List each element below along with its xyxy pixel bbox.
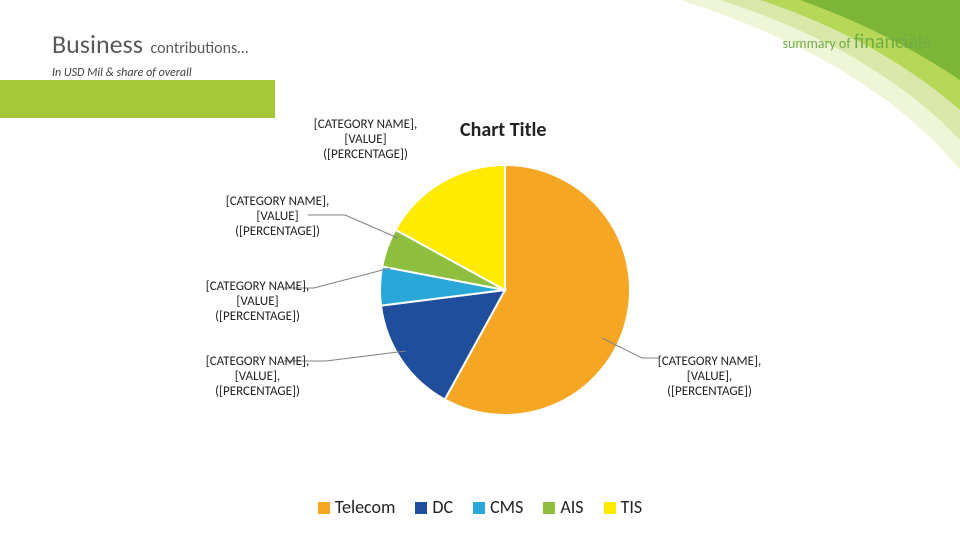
legend-label: CMS: [490, 496, 523, 518]
title-sub: contributions…: [151, 39, 249, 58]
chart-area: Chart Title [CATEGORY NAME], [VALUE], ([…: [240, 110, 720, 480]
legend-swatch: [604, 502, 616, 514]
pie-chart: [380, 165, 630, 415]
legend-item-cms: CMS: [473, 496, 523, 518]
legend-swatch: [543, 502, 555, 514]
data-label-telecom: [CATEGORY NAME], [VALUE], ([PERCENTAGE]): [652, 355, 767, 400]
data-label-cms: [CATEGORY NAME], [VALUE] ([PERCENTAGE]): [200, 280, 315, 325]
page-header: Business contributions… In USD Mil & sha…: [52, 28, 248, 80]
title-main: Business: [52, 28, 143, 60]
summary-emph: financials: [854, 30, 930, 54]
legend-item-telecom: Telecom: [318, 496, 396, 518]
chart-title: Chart Title: [460, 118, 546, 142]
legend-label: DC: [432, 496, 453, 518]
legend-label: AIS: [560, 496, 583, 518]
data-label-tis: [CATEGORY NAME], [VALUE] ([PERCENTAGE]): [308, 118, 423, 163]
subtitle: In USD Mil & share of overall: [52, 66, 248, 80]
data-label-dc: [CATEGORY NAME], [VALUE], ([PERCENTAGE]): [200, 355, 315, 400]
legend-item-tis: TIS: [604, 496, 643, 518]
legend-label: TIS: [621, 496, 643, 518]
legend-swatch: [473, 502, 485, 514]
legend: Telecom DC CMS AIS TIS: [0, 496, 960, 518]
legend-item-ais: AIS: [543, 496, 583, 518]
legend-swatch: [318, 502, 330, 514]
summary-label: summary of financials: [783, 30, 930, 54]
legend-label: Telecom: [335, 496, 396, 518]
legend-item-dc: DC: [415, 496, 453, 518]
accent-bar: [0, 80, 275, 118]
summary-prefix: summary of: [783, 35, 854, 52]
data-label-ais: [CATEGORY NAME], [VALUE]([PERCENTAGE]): [220, 195, 335, 240]
legend-swatch: [415, 502, 427, 514]
